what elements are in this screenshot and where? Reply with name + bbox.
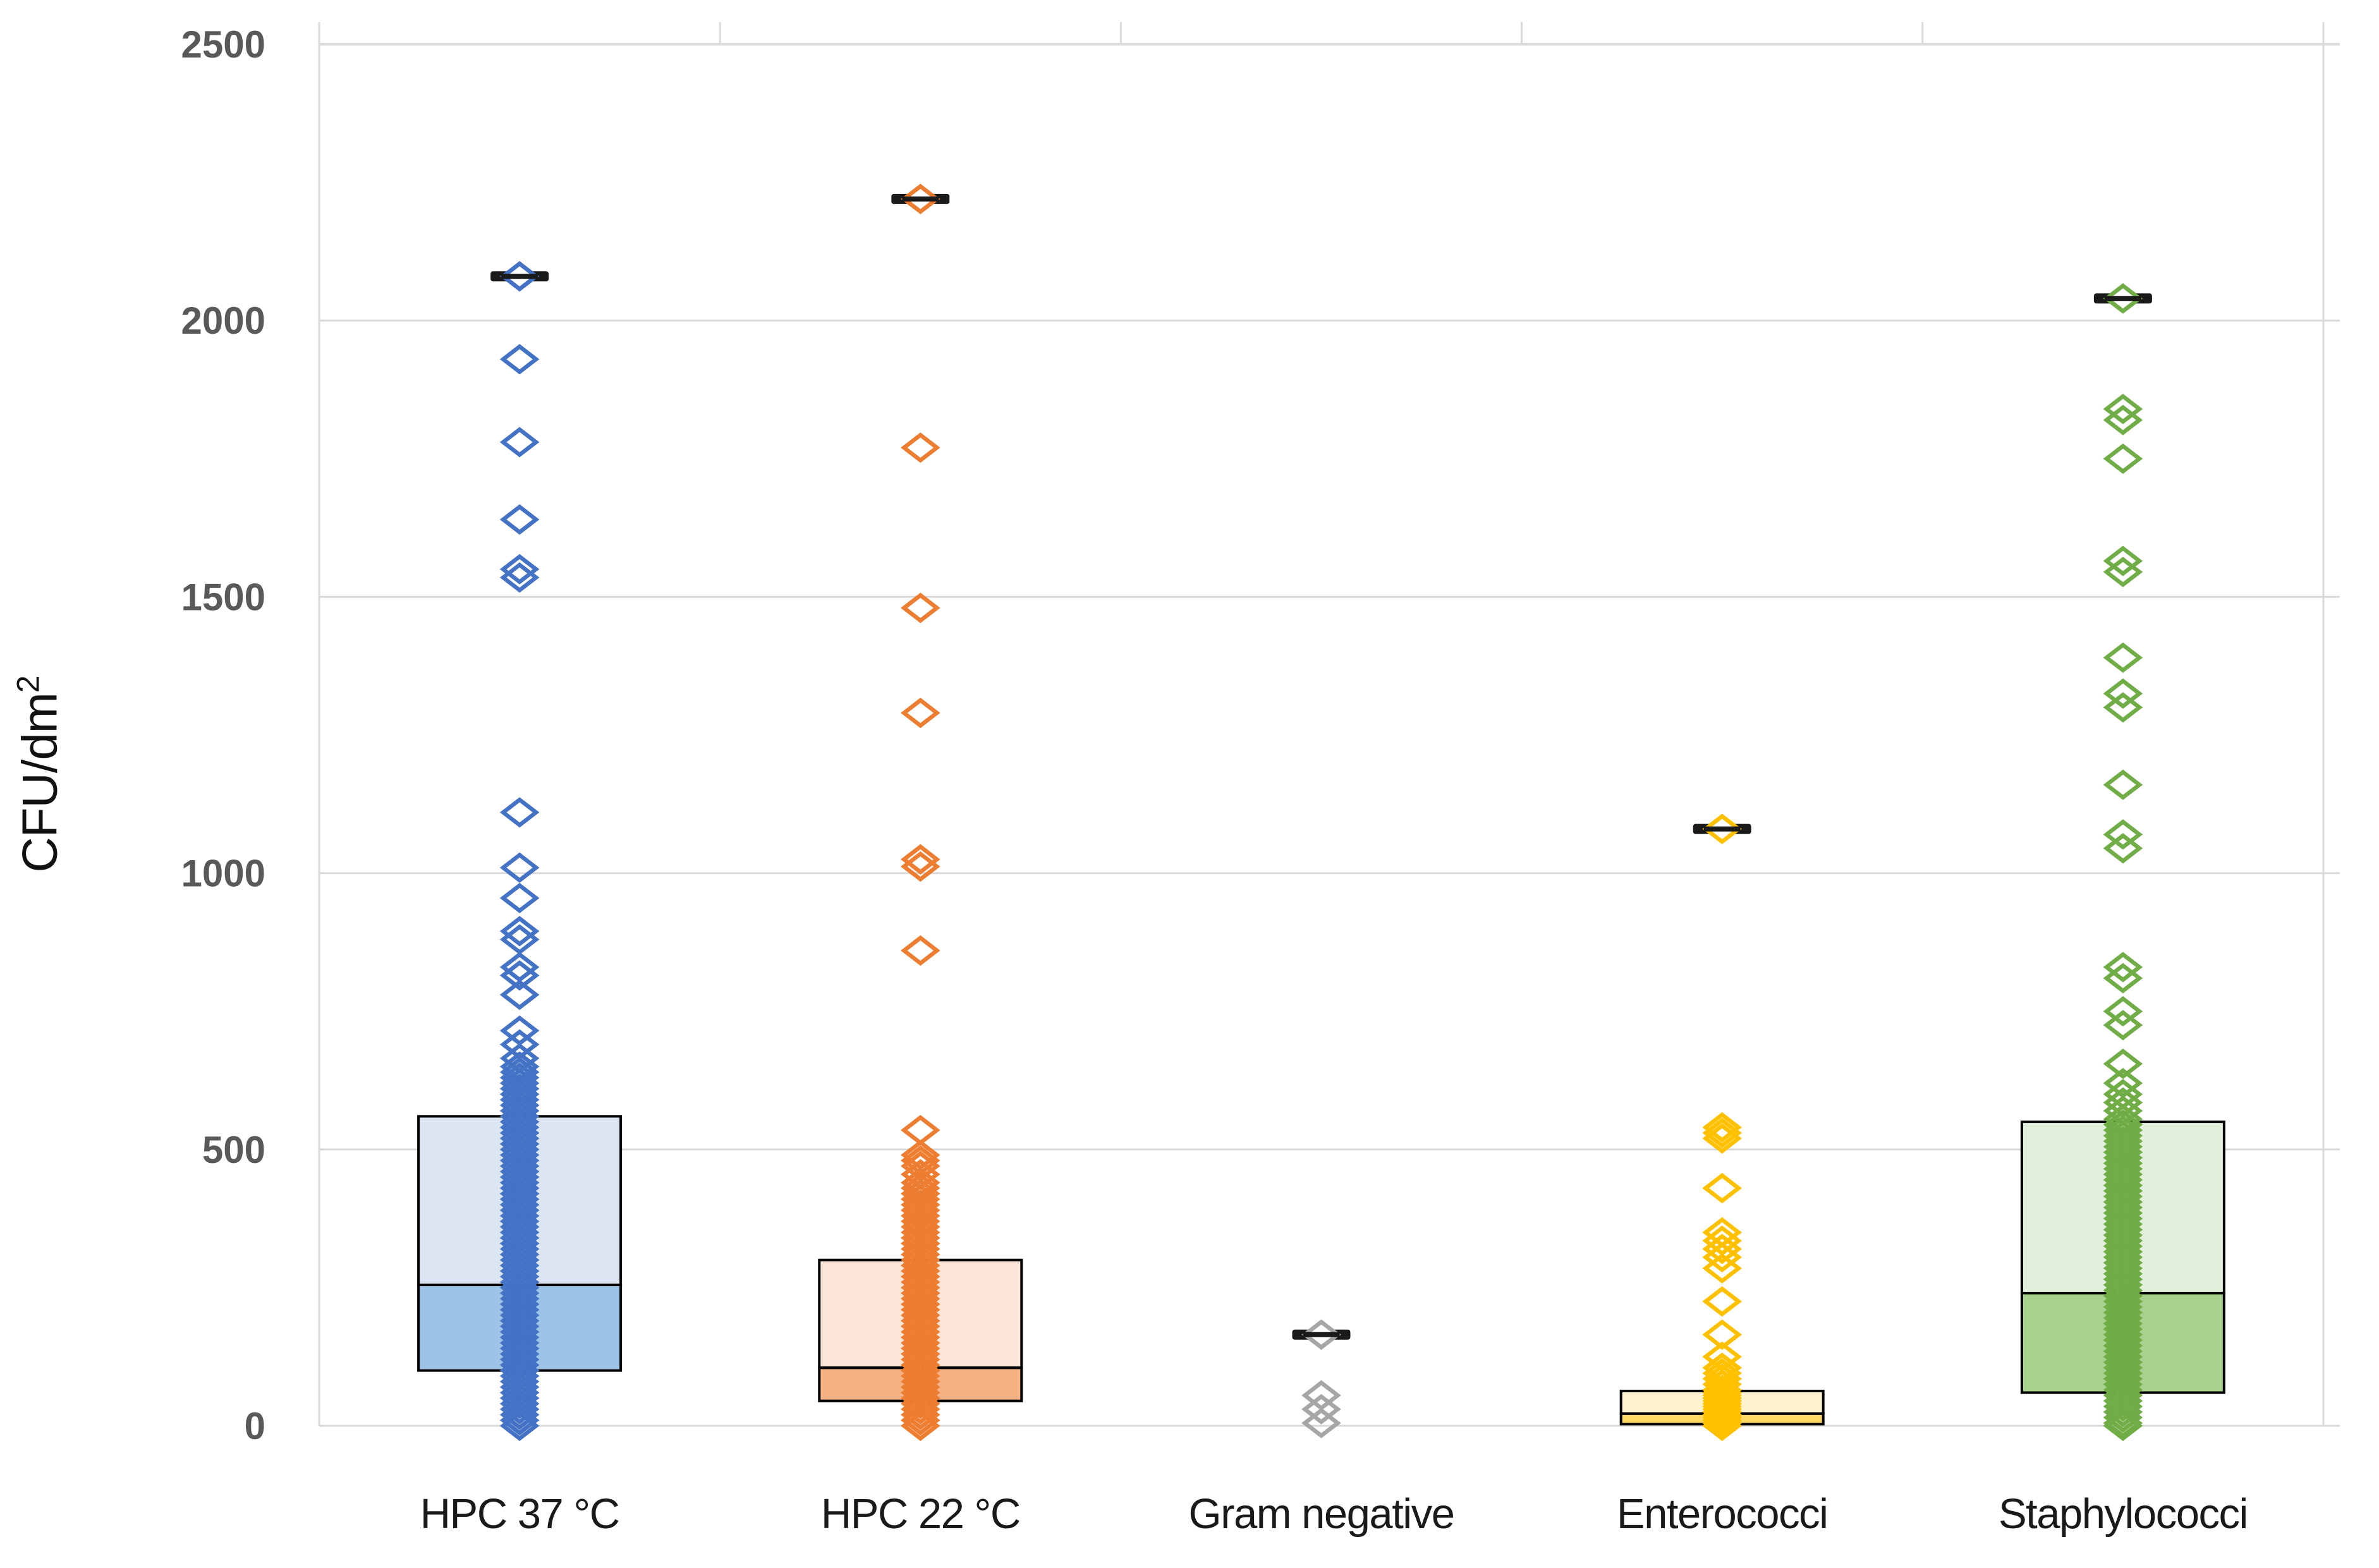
data-point — [1702, 1319, 1743, 1350]
y-tick-label-2500: 2500 — [181, 23, 265, 66]
data-point — [2103, 769, 2143, 800]
max-marker-inner-dash-0 — [501, 274, 538, 279]
data-point — [499, 1410, 540, 1442]
data-point — [1702, 1172, 1743, 1204]
data-point — [1702, 1242, 1743, 1273]
max-marker-inner-dash-3 — [1703, 826, 1741, 832]
data-point — [1702, 1123, 1743, 1154]
y-tick-label-1000: 1000 — [181, 853, 265, 895]
data-point — [900, 1410, 940, 1442]
data-point — [2103, 1407, 2143, 1438]
category-label-4: Staphylococci — [1999, 1490, 2248, 1538]
data-point — [2103, 394, 2143, 425]
data-point — [900, 697, 940, 729]
data-point — [900, 1399, 940, 1430]
data-point — [1702, 1117, 1743, 1148]
category-label-1: HPC 22 °C — [821, 1490, 1020, 1538]
data-point — [2103, 443, 2143, 474]
data-point — [2103, 642, 2143, 673]
max-marker-inner-dash-2 — [1303, 1332, 1340, 1337]
data-point — [2103, 545, 2143, 576]
data-point — [2103, 996, 2143, 1027]
data-point — [900, 1145, 940, 1176]
data-point — [499, 979, 540, 1011]
data-point — [2103, 1410, 2143, 1442]
data-point — [1702, 1399, 1743, 1430]
data-point — [1702, 1397, 1743, 1428]
data-point — [499, 1015, 540, 1046]
data-point — [1301, 1380, 1341, 1411]
data-point — [499, 1029, 540, 1060]
data-point — [900, 1115, 940, 1146]
y-tick-label-1500: 1500 — [181, 576, 265, 618]
data-point — [499, 344, 540, 375]
data-point — [900, 1405, 940, 1436]
y-tick-label-0: 0 — [245, 1405, 265, 1447]
y-tick-label-500: 500 — [202, 1129, 265, 1171]
data-point — [1702, 1405, 1743, 1436]
data-point — [2103, 692, 2143, 723]
data-point — [1702, 1407, 1743, 1438]
data-point — [2103, 678, 2143, 709]
data-point — [900, 935, 940, 966]
data-point — [2103, 952, 2143, 983]
data-point — [499, 916, 540, 947]
data-point — [499, 554, 540, 585]
data-point — [1702, 1112, 1743, 1143]
category-label-0: HPC 37 °C — [420, 1490, 619, 1538]
data-point — [2103, 404, 2143, 435]
data-point — [2103, 833, 2143, 864]
data-point — [499, 952, 540, 983]
max-marker-inner-dash-1 — [902, 196, 939, 202]
y-tick-label-2000: 2000 — [181, 300, 265, 342]
data-point — [900, 844, 940, 875]
data-point — [499, 852, 540, 883]
data-point — [499, 882, 540, 914]
data-point — [1301, 1407, 1341, 1438]
category-label-3: Enterococci — [1617, 1490, 1828, 1538]
y-axis-title-text: CFU/dm — [11, 693, 68, 873]
data-point — [1702, 1286, 1743, 1317]
data-point — [900, 432, 940, 463]
data-point — [900, 592, 940, 623]
data-point — [2103, 963, 2143, 994]
data-point — [1702, 1253, 1743, 1284]
data-point — [2103, 819, 2143, 850]
data-point — [1301, 1394, 1341, 1425]
y-axis-title: CFU/dm2 — [10, 676, 69, 872]
data-point — [499, 797, 540, 828]
data-point — [2103, 556, 2143, 588]
data-point — [499, 1405, 540, 1436]
data-point — [1702, 1217, 1743, 1248]
y-axis-title-superscript: 2 — [10, 676, 46, 693]
data-point — [499, 924, 540, 955]
data-point — [1702, 1410, 1743, 1442]
data-point — [499, 562, 540, 593]
data-point — [2103, 1009, 2143, 1041]
data-point — [499, 504, 540, 535]
data-point — [2103, 1397, 2143, 1428]
data-point — [499, 1399, 540, 1430]
data-point — [900, 851, 940, 882]
data-point — [499, 427, 540, 458]
data-point — [2103, 1402, 2143, 1433]
category-label-2: Gram negative — [1189, 1490, 1454, 1538]
data-point — [1702, 1402, 1743, 1433]
max-marker-inner-dash-4 — [2104, 296, 2141, 301]
data-point — [1702, 1225, 1743, 1256]
